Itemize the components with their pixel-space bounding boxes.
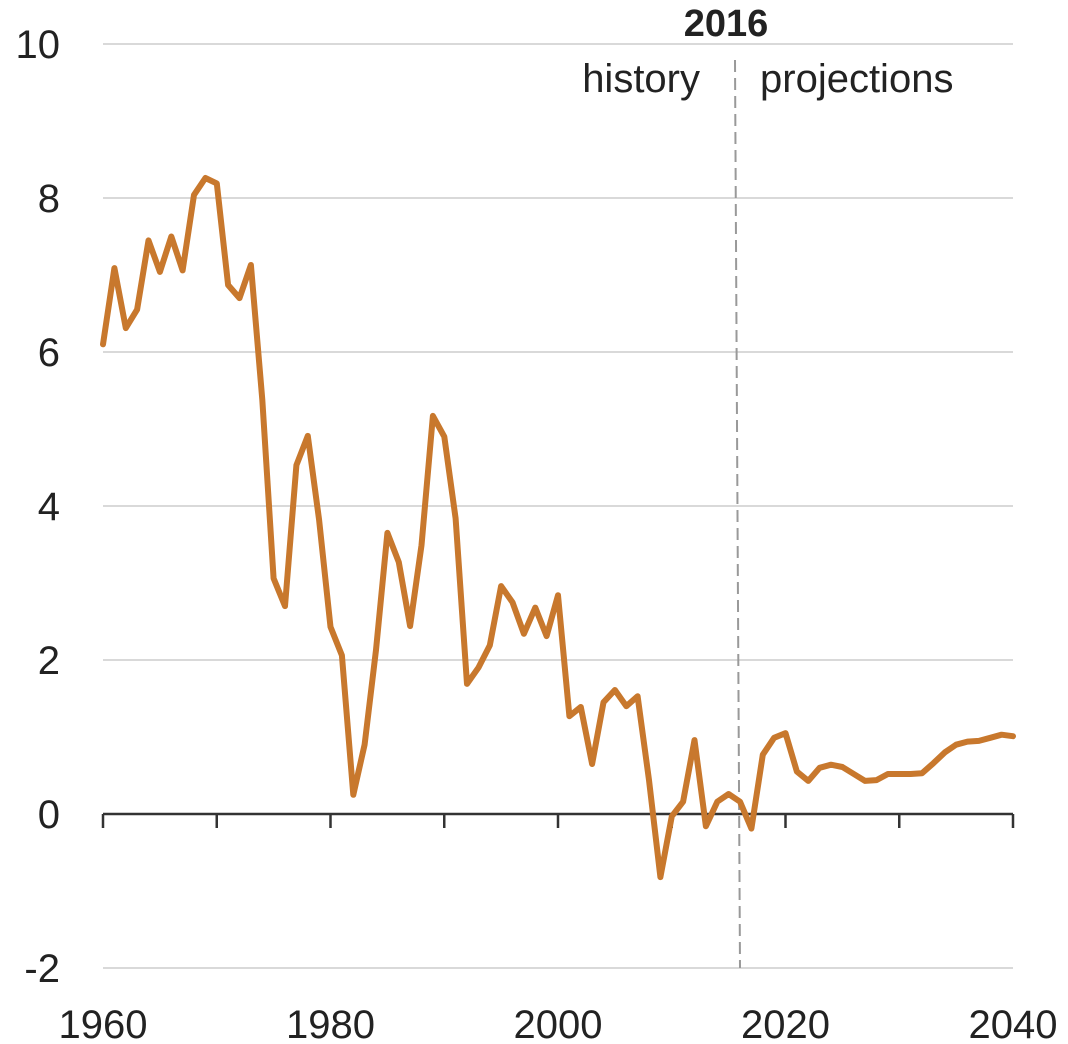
x-tick-label: 2020 [741, 1003, 830, 1044]
y-tick-label: 10 [16, 23, 61, 67]
data-line [100, 175, 1016, 881]
divider-line [734, 59, 741, 969]
history-label: history [582, 57, 700, 101]
x-tick-label: 1960 [59, 1003, 148, 1044]
y-tick-label: 2 [38, 639, 60, 683]
y-tick-label: 6 [38, 331, 60, 375]
y-tick-label: -2 [24, 947, 60, 991]
projections-label: projections [760, 57, 953, 101]
x-tick-label: 2040 [969, 1003, 1058, 1044]
y-tick-label: 4 [38, 485, 60, 529]
y-tick-label: 0 [38, 793, 60, 837]
divider-year: 2016 [684, 3, 769, 45]
x-tick-label: 1980 [286, 1003, 375, 1044]
x-tick-label: 2000 [514, 1003, 603, 1044]
y-tick-label: 8 [38, 177, 60, 221]
